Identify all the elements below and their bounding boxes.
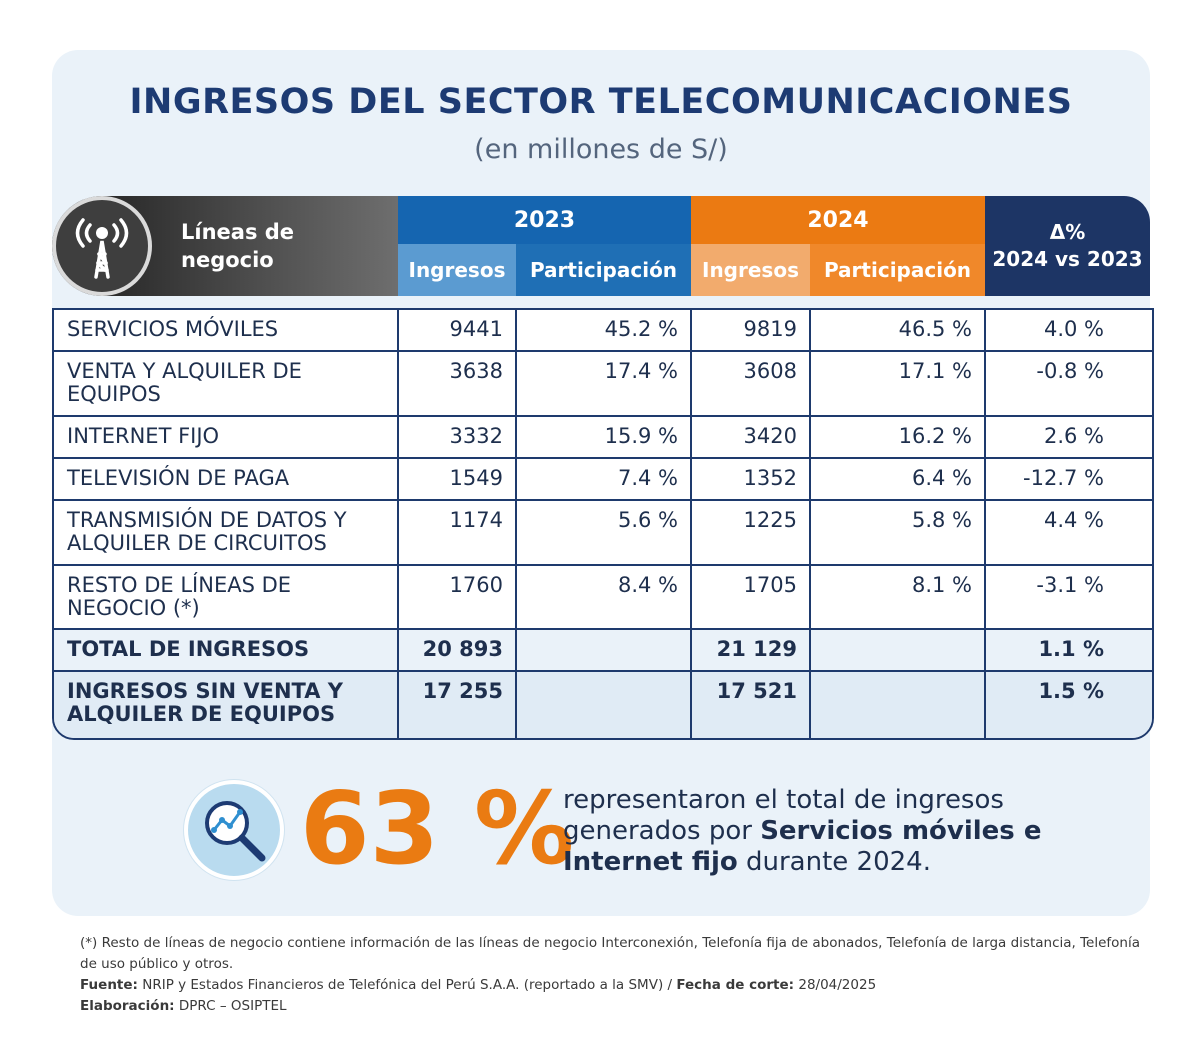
delta-value: -12.7 % bbox=[986, 459, 1152, 501]
empty-cell bbox=[517, 672, 692, 738]
page-subtitle: (en millones de S/) bbox=[474, 134, 728, 165]
ingresos-2024: 1225 bbox=[692, 501, 811, 566]
total-sin-ingresos-2024: 17 521 bbox=[692, 672, 811, 738]
empty-cell bbox=[517, 630, 692, 672]
participacion-2024: 46.5 % bbox=[811, 310, 986, 352]
header-year-2024: 2024 bbox=[691, 196, 985, 244]
participacion-2023: 17.4 % bbox=[517, 352, 692, 417]
total-name: TOTAL DE INGRESOS bbox=[54, 630, 399, 672]
source-label: Fuente: bbox=[80, 977, 138, 993]
table-row: TELEVISIÓN DE PAGA 1549 7.4 % 1352 6.4 %… bbox=[54, 459, 1152, 501]
table-row: RESTO DE LÍNEAS DE NEGOCIO (*) 1760 8.4 … bbox=[54, 566, 1152, 630]
total-ingresos-2024: 21 129 bbox=[692, 630, 811, 672]
table-row: SERVICIOS MÓVILES 9441 45.2 % 9819 46.5 … bbox=[54, 310, 1152, 352]
delta-value: -0.8 % bbox=[986, 352, 1152, 417]
participacion-2023: 8.4 % bbox=[517, 566, 692, 630]
row-name: SERVICIOS MÓVILES bbox=[54, 310, 399, 352]
header-ingresos-2023: Ingresos bbox=[398, 244, 516, 296]
cut-label: Fecha de corte: bbox=[676, 977, 795, 993]
ingresos-2023: 1174 bbox=[399, 501, 517, 566]
empty-cell bbox=[811, 630, 986, 672]
row-name: TELEVISIÓN DE PAGA bbox=[54, 459, 399, 501]
delta-value: 2.6 % bbox=[986, 417, 1152, 459]
elab-label: Elaboración: bbox=[80, 998, 175, 1014]
table-row: INTERNET FIJO 3332 15.9 % 3420 16.2 % 2.… bbox=[54, 417, 1152, 459]
total-sin-name: INGRESOS SIN VENTA Y ALQUILER DE EQUIPOS bbox=[54, 672, 399, 738]
participacion-2023: 5.6 % bbox=[517, 501, 692, 566]
total-sin-delta: 1.5 % bbox=[986, 672, 1152, 738]
delta-value: 4.4 % bbox=[986, 501, 1152, 566]
total-sin-ingresos-2023: 17 255 bbox=[399, 672, 517, 738]
ingresos-2023: 3638 bbox=[399, 352, 517, 417]
header-lines-label: Líneas de negocio bbox=[181, 220, 295, 272]
ingresos-2024: 9819 bbox=[692, 310, 811, 352]
highlight-percent: 63 % bbox=[300, 770, 575, 887]
ingresos-2024: 1352 bbox=[692, 459, 811, 501]
ingresos-2024: 3420 bbox=[692, 417, 811, 459]
cut-text: 28/04/2025 bbox=[794, 977, 877, 993]
total-delta: 1.1 % bbox=[986, 630, 1152, 672]
ingresos-2023: 1549 bbox=[399, 459, 517, 501]
row-name: RESTO DE LÍNEAS DE NEGOCIO (*) bbox=[54, 566, 399, 630]
page-title: INGRESOS DEL SECTOR TELECOMUNICACIONES bbox=[129, 82, 1073, 122]
source-text: NRIP y Estados Financieros de Telefónica… bbox=[137, 977, 677, 993]
participacion-2024: 5.8 % bbox=[811, 501, 986, 566]
participacion-2024: 8.1 % bbox=[811, 566, 986, 630]
participacion-2023: 45.2 % bbox=[517, 310, 692, 352]
participacion-2023: 7.4 % bbox=[517, 459, 692, 501]
delta-symbol: Δ% bbox=[1049, 220, 1086, 244]
antenna-tower-icon bbox=[52, 196, 152, 296]
participacion-2023: 15.9 % bbox=[517, 417, 692, 459]
ingresos-2024: 1705 bbox=[692, 566, 811, 630]
header-participacion-2024: Participación bbox=[810, 244, 985, 296]
header-participacion-2023: Participación bbox=[516, 244, 691, 296]
total-ingresos-2023: 20 893 bbox=[399, 630, 517, 672]
ingresos-2023: 3332 bbox=[399, 417, 517, 459]
row-name: VENTA Y ALQUILER DE EQUIPOS bbox=[54, 352, 399, 417]
delta-label: 2024 vs 2023 bbox=[992, 247, 1143, 271]
row-name: INTERNET FIJO bbox=[54, 417, 399, 459]
row-name: TRANSMISIÓN DE DATOS Y ALQUILER DE CIRCU… bbox=[54, 501, 399, 566]
highlight-text-2: durante 2024. bbox=[737, 847, 931, 877]
highlight-text: representaron el total de ingresos gener… bbox=[563, 785, 1043, 878]
footer-elaboration: Elaboración: DPRC – OSIPTEL bbox=[80, 996, 1140, 1017]
highlight-text-bold: Servicios móviles e Internet fijo bbox=[563, 816, 1042, 877]
footer-source: Fuente: NRIP y Estados Financieros de Te… bbox=[80, 975, 1140, 996]
header-year-2023: 2023 bbox=[398, 196, 691, 244]
ingresos-2024: 3608 bbox=[692, 352, 811, 417]
total-row: TOTAL DE INGRESOS 20 893 21 129 1.1 % bbox=[54, 630, 1152, 672]
total-sin-row: INGRESOS SIN VENTA Y ALQUILER DE EQUIPOS… bbox=[54, 672, 1152, 738]
delta-value: -3.1 % bbox=[986, 566, 1152, 630]
header-ingresos-2024: Ingresos bbox=[691, 244, 810, 296]
elab-text: DPRC – OSIPTEL bbox=[174, 998, 287, 1014]
revenue-table: SERVICIOS MÓVILES 9441 45.2 % 9819 46.5 … bbox=[52, 308, 1154, 740]
table-row: TRANSMISIÓN DE DATOS Y ALQUILER DE CIRCU… bbox=[54, 501, 1152, 566]
footer: (*) Resto de líneas de negocio contiene … bbox=[80, 933, 1140, 1017]
highlight-text-1: representaron el total de ingresos gener… bbox=[563, 785, 1004, 846]
footer-note: (*) Resto de líneas de negocio contiene … bbox=[80, 935, 1141, 972]
delta-value: 4.0 % bbox=[986, 310, 1152, 352]
participacion-2024: 16.2 % bbox=[811, 417, 986, 459]
ingresos-2023: 9441 bbox=[399, 310, 517, 352]
participacion-2024: 6.4 % bbox=[811, 459, 986, 501]
magnifier-chart-icon bbox=[184, 780, 284, 880]
table-row: VENTA Y ALQUILER DE EQUIPOS 3638 17.4 % … bbox=[54, 352, 1152, 417]
empty-cell bbox=[811, 672, 986, 738]
header-delta: Δ% 2024 vs 2023 bbox=[985, 196, 1150, 296]
participacion-2024: 17.1 % bbox=[811, 352, 986, 417]
ingresos-2023: 1760 bbox=[399, 566, 517, 630]
